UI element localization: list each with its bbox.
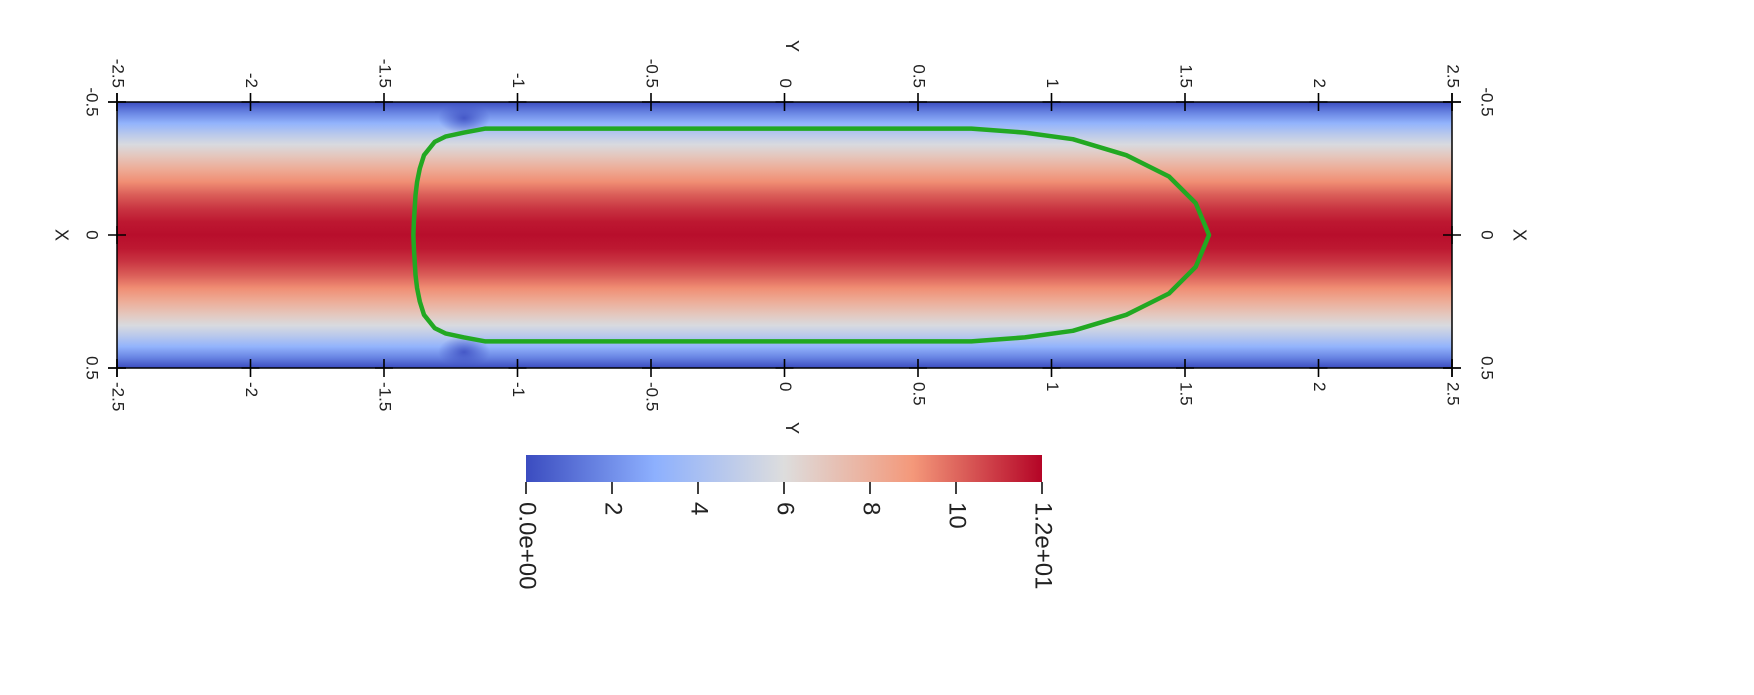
y-tick-label-top: -0.5 (643, 59, 662, 88)
y-tick-label-bottom: -2 (242, 382, 261, 397)
colorbar: 0.0e+00 2 4 6 8 10 1.2e+01 (514, 455, 1057, 589)
plot-area (116, 101, 1453, 369)
y-tick-label-top: 1 (1043, 79, 1062, 88)
y-tick-label-top: -2 (242, 73, 261, 88)
y-tick-label-bottom: -0.5 (643, 382, 662, 411)
y-tick-label-bottom: 1.5 (1177, 382, 1196, 406)
neck-shading (438, 101, 491, 369)
velocity-field (117, 102, 1452, 368)
y-tick-label-top: 2 (1310, 79, 1329, 88)
y-tick-label-top: 0.5 (910, 64, 929, 88)
x-tick-label-left: 0.5 (83, 356, 102, 380)
y-tick-label-bottom: 2.5 (1444, 382, 1463, 406)
y-tick-label-bottom: 0.5 (910, 382, 929, 406)
x-tick-label-right: 0.5 (1478, 356, 1497, 380)
colorbar-tick-label: 6 (772, 502, 799, 515)
y-tick-label-bottom: -2.5 (109, 382, 128, 411)
x-tick-label-right: 0 (1478, 230, 1497, 239)
y-tick-label-top: -1 (509, 73, 528, 88)
colorbar-tick-label: 10 (944, 502, 971, 529)
colorbar-ticks: 0.0e+00 2 4 6 8 10 1.2e+01 (514, 482, 1057, 589)
y-tick-label-top: 2.5 (1444, 64, 1463, 88)
axes-tick-labels: -2.5 -2.5 -2 -2 -1.5 -1.5 -1 -1 -0.5 -0.5 0 0 0.5 0.5… (83, 59, 1497, 412)
interface-contour (411, 126, 1212, 344)
x-tick-label-left: 0 (83, 230, 102, 239)
x-axis-title-right: X (1509, 229, 1529, 241)
axis-titles: Y Y X X (51, 40, 1529, 434)
x-tick-label-right: -0.5 (1478, 87, 1497, 116)
colorbar-tick-label: 8 (858, 502, 885, 515)
colorbar-tick-label: 1.2e+01 (1030, 502, 1057, 589)
x-tick-label-left: -0.5 (83, 87, 102, 116)
y-tick-label-bottom: 2 (1310, 382, 1329, 391)
y-tick-label-top: -1.5 (376, 59, 395, 88)
y-tick-label-bottom: 1 (1043, 382, 1062, 391)
colorbar-tick-label: 4 (686, 502, 713, 515)
y-tick-label-top: -2.5 (109, 59, 128, 88)
y-tick-label-bottom: -1.5 (376, 382, 395, 411)
neck-bottom-shade (438, 336, 491, 369)
colorbar-gradient (526, 455, 1042, 482)
y-tick-label-top: 1.5 (1177, 64, 1196, 88)
neck-top-shade (438, 101, 491, 134)
axes-ticks (108, 93, 1461, 377)
y-axis-title-bottom: Y (782, 422, 802, 434)
colorbar-tick-label: 0.0e+00 (514, 502, 541, 589)
x-axis-title-left: X (51, 229, 71, 241)
y-axis-title-top: Y (782, 40, 802, 52)
y-tick-label-bottom: 0 (776, 382, 795, 391)
y-tick-label-bottom: -1 (509, 382, 528, 397)
y-tick-label-top: 0 (776, 79, 795, 88)
colorbar-tick-label: 2 (600, 502, 627, 515)
